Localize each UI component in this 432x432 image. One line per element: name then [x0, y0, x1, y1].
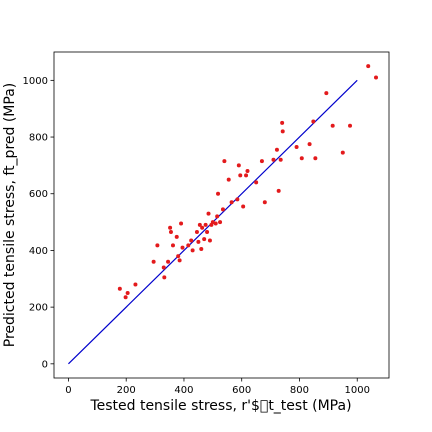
- y-tick-label: 600: [29, 189, 48, 200]
- data-point: [180, 245, 185, 250]
- data-point: [168, 225, 173, 230]
- y-axis-ticks: 0 200 400 600 800 1000: [23, 76, 54, 370]
- data-point: [123, 295, 128, 300]
- data-point: [245, 169, 250, 174]
- data-point: [229, 200, 234, 205]
- data-point: [313, 156, 318, 161]
- data-point: [179, 221, 184, 226]
- data-point: [280, 129, 285, 134]
- x-tick-label: 800: [290, 385, 309, 396]
- data-point: [170, 243, 175, 248]
- data-point: [222, 159, 227, 164]
- y-axis-label: Predicted tensile stress, ft_pred (MPa): [2, 83, 18, 347]
- plot-area: [68, 64, 379, 365]
- data-point: [226, 177, 231, 182]
- data-point: [340, 150, 345, 155]
- data-point: [220, 207, 225, 212]
- data-point: [216, 191, 221, 196]
- data-point: [162, 275, 167, 280]
- data-point: [207, 238, 212, 243]
- data-point: [324, 91, 329, 96]
- data-point: [174, 234, 179, 239]
- data-point: [235, 197, 240, 202]
- data-point: [186, 243, 191, 248]
- data-point: [133, 282, 138, 287]
- data-point: [161, 265, 166, 270]
- data-point: [241, 204, 246, 209]
- x-tick-label: 400: [174, 385, 193, 396]
- data-point: [244, 173, 249, 178]
- data-point: [262, 200, 267, 205]
- data-point: [200, 225, 205, 230]
- data-point: [206, 211, 211, 216]
- data-point: [199, 247, 204, 252]
- data-point: [271, 157, 276, 162]
- y-tick-label: 400: [29, 246, 48, 257]
- data-point: [177, 258, 182, 263]
- data-point: [203, 222, 208, 227]
- data-point: [168, 230, 173, 235]
- x-tick-label: 1000: [345, 385, 370, 396]
- data-point: [190, 248, 195, 253]
- data-point: [259, 159, 264, 164]
- data-point: [197, 222, 202, 227]
- data-point: [274, 147, 279, 152]
- y-tick-label: 200: [29, 303, 48, 314]
- data-point: [117, 286, 122, 291]
- data-point: [218, 220, 223, 225]
- data-point: [194, 230, 199, 235]
- data-point: [299, 156, 304, 161]
- data-point: [166, 259, 171, 264]
- data-point: [176, 254, 181, 259]
- data-point: [236, 163, 241, 168]
- data-point: [238, 173, 243, 178]
- y-tick-label: 1000: [23, 76, 48, 87]
- data-point: [374, 75, 379, 80]
- data-point: [307, 142, 312, 147]
- data-point: [294, 144, 299, 149]
- y-tick-label: 0: [42, 359, 48, 370]
- data-point: [254, 180, 259, 185]
- data-point: [189, 238, 194, 243]
- data-point: [125, 290, 130, 295]
- x-axis-ticks: 0 200 400 600 800 1000: [65, 378, 370, 396]
- data-point: [280, 120, 285, 125]
- data-point: [202, 237, 207, 242]
- data-point: [196, 239, 201, 244]
- data-point: [278, 157, 283, 162]
- data-point: [276, 188, 281, 193]
- data-point: [155, 243, 160, 248]
- data-point: [215, 214, 220, 219]
- data-point: [366, 64, 371, 69]
- data-point: [348, 123, 353, 128]
- x-tick-label: 600: [232, 385, 251, 396]
- x-tick-label: 0: [65, 385, 71, 396]
- x-tick-label: 200: [117, 385, 136, 396]
- data-point: [311, 119, 316, 124]
- x-axis-label: Tested tensile stress, r'$ t_test (MPa): [89, 398, 351, 414]
- data-point: [213, 221, 218, 226]
- data-point: [205, 230, 210, 235]
- y-tick-label: 800: [29, 133, 48, 144]
- data-point: [151, 259, 156, 264]
- plot-frame: [53, 51, 390, 379]
- data-point: [330, 123, 335, 128]
